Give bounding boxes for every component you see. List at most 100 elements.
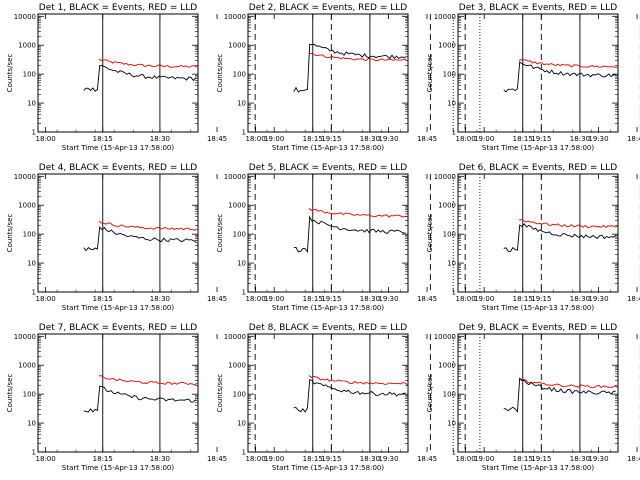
panel-title: Det 5, BLACK = Events, RED = LLD xyxy=(249,163,408,173)
plot-frame xyxy=(457,173,619,293)
panel-title: Det 6, BLACK = Events, RED = LLD xyxy=(459,163,618,173)
y-tick-label: 1000 xyxy=(228,362,246,370)
y-tick-label: 10 xyxy=(447,100,456,108)
x-tick-label: 18:00 xyxy=(246,135,266,143)
x-tick-label: 18:00 xyxy=(456,295,476,303)
y-tick-label: 10 xyxy=(237,100,246,108)
panel-title: Det 3, BLACK = Events, RED = LLD xyxy=(459,3,618,13)
panel-title: Det 1, BLACK = Events, RED = LLD xyxy=(39,3,198,13)
x-tick-label: 18:30 xyxy=(360,135,380,143)
y-tick-label: 10000 xyxy=(434,173,456,181)
y-tick-label: 1000 xyxy=(438,362,456,370)
x-tick-label: 19:00 xyxy=(264,135,284,143)
y-tick-label: 1 xyxy=(32,289,36,297)
x-tick-label: 18:30 xyxy=(570,135,590,143)
y-tick-label: 100 xyxy=(23,391,36,399)
y-tick-label: 1 xyxy=(452,129,456,137)
panel-det-5: Det 5, BLACK = Events, RED = LLD 1 10 100 10… xyxy=(216,163,640,312)
x-axis-label: Start Time (15-Apr-13 17:58:00) xyxy=(272,304,384,312)
y-tick-label: 10000 xyxy=(434,333,456,341)
y-tick-label: 10000 xyxy=(224,13,246,21)
x-tick-label: 19:00 xyxy=(264,455,284,463)
y-axis-label: Counts/sec xyxy=(216,214,224,253)
y-tick-label: 1000 xyxy=(228,202,246,210)
y-tick-label: 100 xyxy=(233,231,246,239)
x-tick-label: 19:00 xyxy=(264,295,284,303)
y-tick-label: 10 xyxy=(237,260,246,268)
x-tick-label: 18:15 xyxy=(303,455,323,463)
y-tick-label: 10 xyxy=(27,420,36,428)
plot-frame xyxy=(247,173,409,293)
y-tick-label: 1 xyxy=(452,449,456,457)
series-red-lld xyxy=(308,375,408,386)
series-red-lld xyxy=(98,58,198,68)
x-tick-label: 19:30 xyxy=(378,295,398,303)
x-tick-label: 18:00 xyxy=(246,455,266,463)
x-tick-label: 18:45 xyxy=(207,135,227,143)
x-tick-label: 18:15 xyxy=(513,455,533,463)
panel-title: Det 4, BLACK = Events, RED = LLD xyxy=(39,163,198,173)
x-tick-label: 18:30 xyxy=(570,455,590,463)
y-tick-label: 1 xyxy=(32,449,36,457)
panel-det-6: Det 6, BLACK = Events, RED = LLD 1 10 100 10… xyxy=(426,163,640,312)
panel-det-4: Det 4, BLACK = Events, RED = LLD 1 10 100 10… xyxy=(6,163,481,312)
series-black-events xyxy=(83,64,197,92)
series-red-lld xyxy=(308,52,408,62)
panel-title: Det 9, BLACK = Events, RED = LLD xyxy=(459,323,618,333)
y-axis-label: Counts/sec xyxy=(216,374,224,413)
x-tick-label: 19:15 xyxy=(321,295,341,303)
x-tick-label: 19:30 xyxy=(378,135,398,143)
y-tick-label: 10 xyxy=(27,100,36,108)
y-tick-label: 10 xyxy=(27,260,36,268)
y-tick-label: 10000 xyxy=(224,173,246,181)
series-black-events xyxy=(503,61,616,93)
series-black-events xyxy=(503,377,616,413)
y-tick-label: 1000 xyxy=(18,202,36,210)
x-tick-label: 18:15 xyxy=(93,455,113,463)
x-tick-label: 18:45 xyxy=(627,455,640,463)
panel-title: Det 7, BLACK = Events, RED = LLD xyxy=(39,323,198,333)
y-tick-label: 1000 xyxy=(228,42,246,50)
y-tick-label: 10 xyxy=(237,420,246,428)
series-black-events xyxy=(293,43,406,93)
y-tick-label: 10000 xyxy=(14,333,36,341)
series-red-lld xyxy=(98,220,198,231)
panel-det-7: Det 7, BLACK = Events, RED = LLD 1 10 100 10… xyxy=(6,323,481,472)
plot-frame xyxy=(37,173,199,293)
y-tick-label: 1 xyxy=(32,129,36,137)
x-tick-label: 18:45 xyxy=(417,455,437,463)
x-tick-label: 19:00 xyxy=(474,135,494,143)
x-tick-label: 18:30 xyxy=(360,455,380,463)
panel-title: Det 8, BLACK = Events, RED = LLD xyxy=(249,323,408,333)
x-tick-label: 18:30 xyxy=(570,295,590,303)
series-black-events xyxy=(293,379,406,413)
x-tick-label: 18:15 xyxy=(303,135,323,143)
series-red-lld xyxy=(518,219,618,228)
panel-det-1: Det 1, BLACK = Events, RED = LLD 1 10 100 10… xyxy=(6,3,481,152)
x-tick-label: 19:15 xyxy=(531,135,551,143)
series-black-events xyxy=(293,215,406,253)
x-tick-label: 18:30 xyxy=(150,295,170,303)
y-tick-label: 1 xyxy=(242,289,246,297)
y-tick-label: 10 xyxy=(447,260,456,268)
x-tick-label: 18:15 xyxy=(93,135,113,143)
y-axis-label: Counts/sec xyxy=(216,54,224,93)
y-tick-label: 100 xyxy=(443,231,456,239)
x-tick-label: 19:00 xyxy=(474,295,494,303)
x-tick-label: 19:30 xyxy=(378,455,398,463)
series-red-lld xyxy=(518,59,618,68)
x-tick-label: 18:00 xyxy=(36,455,56,463)
y-tick-label: 1000 xyxy=(18,42,36,50)
plot-frame xyxy=(457,333,619,453)
y-tick-label: 1 xyxy=(242,129,246,137)
x-tick-label: 18:00 xyxy=(36,135,56,143)
plot-frame xyxy=(247,333,409,453)
x-tick-label: 19:15 xyxy=(531,295,551,303)
y-axis-label: Counts/sec xyxy=(6,374,14,413)
x-tick-label: 18:15 xyxy=(303,295,323,303)
x-tick-label: 18:00 xyxy=(36,295,56,303)
y-tick-label: 100 xyxy=(443,391,456,399)
x-tick-label: 18:15 xyxy=(93,295,113,303)
x-tick-label: 19:30 xyxy=(588,455,608,463)
x-tick-label: 19:15 xyxy=(531,455,551,463)
